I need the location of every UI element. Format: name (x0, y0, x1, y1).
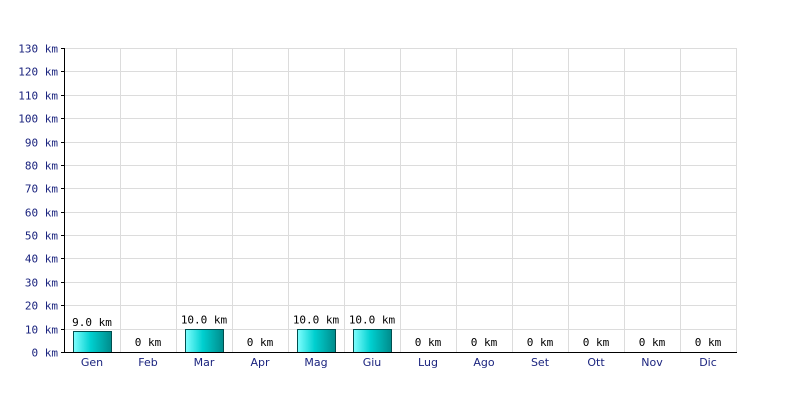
data-label: 10.0 km (349, 314, 396, 327)
data-label: 0 km (135, 336, 162, 349)
data-label: 9.0 km (72, 316, 112, 329)
grid-lines (64, 48, 737, 352)
y-tick-label: 130 km (18, 43, 58, 56)
data-label: 10.0 km (293, 314, 340, 327)
x-axis-tick-labels: Gen Feb Mar Apr Mag Giu Lug Ago Set Ott Nov Dic (81, 356, 717, 369)
axes (61, 48, 737, 353)
y-tick-label: 100 km (18, 113, 58, 126)
x-tick-label: Lug (418, 356, 438, 369)
x-tick-label: Feb (138, 356, 157, 369)
bar (353, 329, 392, 353)
y-tick-label: 30 km (25, 277, 58, 290)
data-label: 0 km (527, 336, 554, 349)
x-tick-label: Mar (194, 356, 215, 369)
y-tick-label: 40 km (25, 253, 58, 266)
bar (297, 329, 336, 353)
bar (185, 329, 224, 353)
y-tick-label: 70 km (25, 183, 58, 196)
x-tick-label: Ago (473, 356, 495, 369)
x-tick-label: Ott (587, 356, 605, 369)
y-tick-label: 20 km (25, 300, 58, 313)
x-tick-label: Mag (304, 356, 327, 369)
y-tick-label: 90 km (25, 137, 58, 150)
y-tick-label: 0 km (32, 347, 59, 360)
y-tick-label: 110 km (18, 90, 58, 103)
x-tick-label: Giu (363, 356, 382, 369)
data-label: 0 km (583, 336, 610, 349)
data-label: 0 km (415, 336, 442, 349)
x-tick-label: Apr (250, 356, 270, 369)
data-label: 10.0 km (181, 314, 228, 327)
y-tick-label: 50 km (25, 230, 58, 243)
x-tick-label: Gen (81, 356, 103, 369)
y-tick-label: 120 km (18, 66, 58, 79)
data-label: 0 km (695, 336, 722, 349)
data-label: 0 km (247, 336, 274, 349)
data-label: 0 km (639, 336, 666, 349)
y-tick-label: 10 km (25, 324, 58, 337)
y-axis-tick-labels: 0 km 10 km 20 km 30 km 40 km 50 km 60 km 70 km 8… (18, 43, 58, 360)
x-tick-label: Set (531, 356, 550, 369)
x-tick-label: Dic (699, 356, 717, 369)
data-label: 0 km (471, 336, 498, 349)
y-tick-label: 60 km (25, 207, 58, 220)
x-tick-label: Nov (641, 356, 663, 369)
bar (73, 331, 112, 353)
bars (73, 329, 392, 353)
data-labels: 9.0 km 0 km 10.0 km 0 km 10.0 km 10.0 km 0 km 0… (72, 314, 721, 349)
y-tick-label: 80 km (25, 160, 58, 173)
